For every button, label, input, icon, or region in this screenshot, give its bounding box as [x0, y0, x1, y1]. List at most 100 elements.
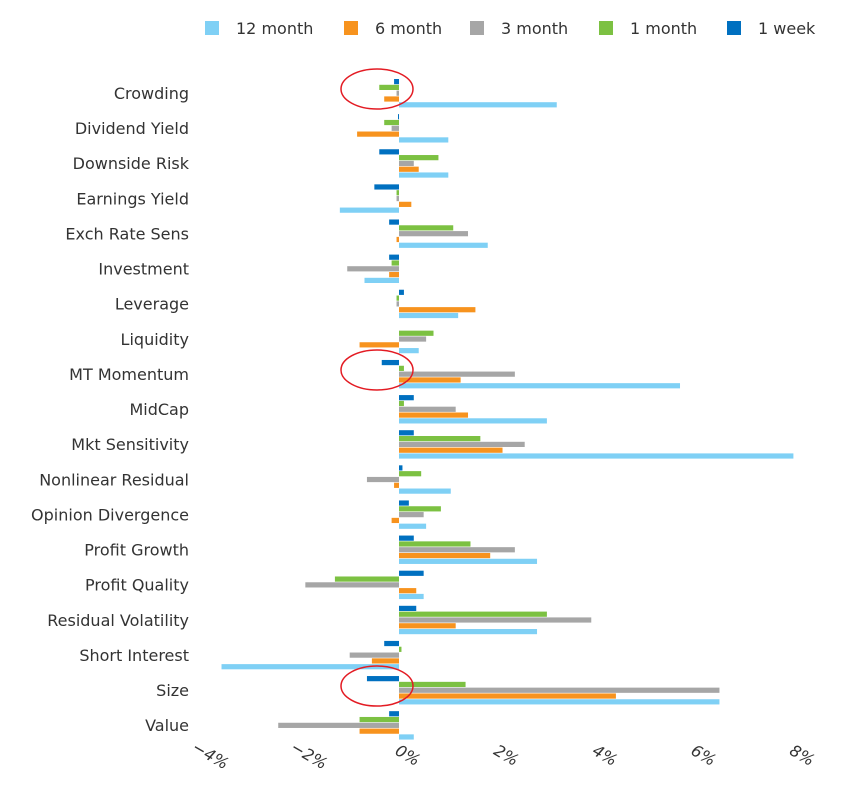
bar — [399, 406, 456, 412]
legend-swatch-1-month — [599, 21, 613, 35]
highlight-circles — [340, 68, 414, 707]
category-label: Nonlinear Residual — [39, 470, 189, 489]
legend-swatch-6-month — [344, 21, 358, 35]
bar — [396, 190, 399, 196]
bar — [305, 582, 399, 588]
bar — [384, 96, 399, 102]
bar — [399, 201, 412, 207]
bar — [399, 400, 404, 407]
bar — [396, 90, 399, 96]
bar — [366, 476, 399, 483]
bar — [399, 535, 414, 541]
bar — [399, 160, 414, 167]
category-label: Opinion Divergence — [31, 505, 189, 524]
legend-label: 1 week — [758, 19, 816, 38]
bar — [399, 430, 414, 436]
legend-label: 6 month — [375, 19, 442, 38]
highlight-circle — [340, 68, 414, 110]
bar — [399, 102, 557, 108]
bar — [389, 219, 399, 225]
bar — [399, 687, 720, 693]
bar — [389, 711, 399, 717]
bar — [399, 500, 409, 506]
category-label: Liquidity — [121, 330, 189, 349]
category-label: MidCap — [129, 400, 189, 419]
category-label: Leverage — [115, 295, 189, 314]
legend-label: 12 month — [236, 19, 313, 38]
highlight-circle — [340, 665, 414, 707]
x-tick-label: 8% — [786, 741, 817, 770]
bar — [334, 576, 399, 582]
category-label: MT Momentum — [69, 365, 189, 384]
bar — [379, 84, 399, 90]
bar — [398, 114, 399, 120]
bar — [399, 307, 476, 313]
bar — [399, 371, 515, 377]
category-label: Mkt Sensitivity — [71, 435, 189, 454]
bar — [399, 436, 481, 442]
x-tick-label: 4% — [589, 741, 620, 770]
bar — [357, 131, 399, 137]
bar — [399, 617, 592, 623]
category-label: Profit Quality — [85, 576, 189, 595]
x-tick-label: −4% — [189, 737, 232, 773]
x-tick-label: −2% — [288, 737, 331, 773]
bar — [399, 611, 547, 617]
bar — [399, 137, 449, 143]
bar — [391, 517, 399, 524]
bar — [396, 301, 399, 307]
bar — [221, 664, 399, 670]
x-tick-label: 0% — [392, 741, 423, 770]
bar — [374, 184, 399, 190]
bar — [399, 377, 461, 383]
bar — [371, 658, 399, 664]
legend-label: 3 month — [501, 19, 568, 38]
bar — [399, 453, 794, 459]
bar — [399, 312, 459, 319]
bar — [399, 570, 424, 576]
legend: 12 month 6 month 3 month 1 month 1 week — [205, 19, 816, 38]
category-label: Size — [156, 681, 189, 700]
legend-label: 1 month — [630, 19, 697, 38]
bar — [399, 629, 538, 635]
category-label: Residual Volatility — [47, 611, 189, 630]
bar — [359, 728, 399, 734]
legend-swatch-1-week — [727, 21, 741, 35]
bar — [399, 541, 471, 547]
bar — [399, 231, 469, 237]
category-label: Earnings Yield — [76, 189, 189, 208]
bar — [399, 348, 419, 354]
bar — [359, 342, 399, 348]
bar — [399, 588, 417, 594]
bar — [364, 277, 399, 283]
bars — [221, 79, 794, 740]
x-axis-ticks: −4% −2% 0% 2% 4% 6% 8% — [189, 737, 818, 773]
bar — [399, 330, 434, 336]
bar — [389, 272, 399, 278]
bar — [399, 488, 451, 494]
bar — [384, 119, 399, 126]
bar — [366, 676, 399, 682]
bar — [396, 195, 399, 202]
bar — [399, 552, 491, 559]
bar — [399, 523, 427, 529]
highlight-circle — [340, 349, 414, 391]
bar — [399, 506, 441, 512]
bar — [399, 447, 503, 453]
bar — [384, 640, 399, 647]
category-label: Profit Growth — [84, 541, 189, 560]
bar — [399, 412, 469, 418]
x-tick-label: 2% — [491, 741, 522, 770]
bar — [399, 336, 427, 342]
bar — [339, 207, 399, 213]
bar — [399, 383, 681, 389]
category-label: Value — [145, 716, 189, 735]
bar — [399, 593, 424, 600]
bar — [399, 699, 720, 705]
bar — [379, 149, 399, 155]
category-label: Exch Rate Sens — [65, 224, 189, 243]
bar — [399, 646, 402, 652]
bar — [389, 254, 399, 260]
bar — [399, 558, 538, 564]
